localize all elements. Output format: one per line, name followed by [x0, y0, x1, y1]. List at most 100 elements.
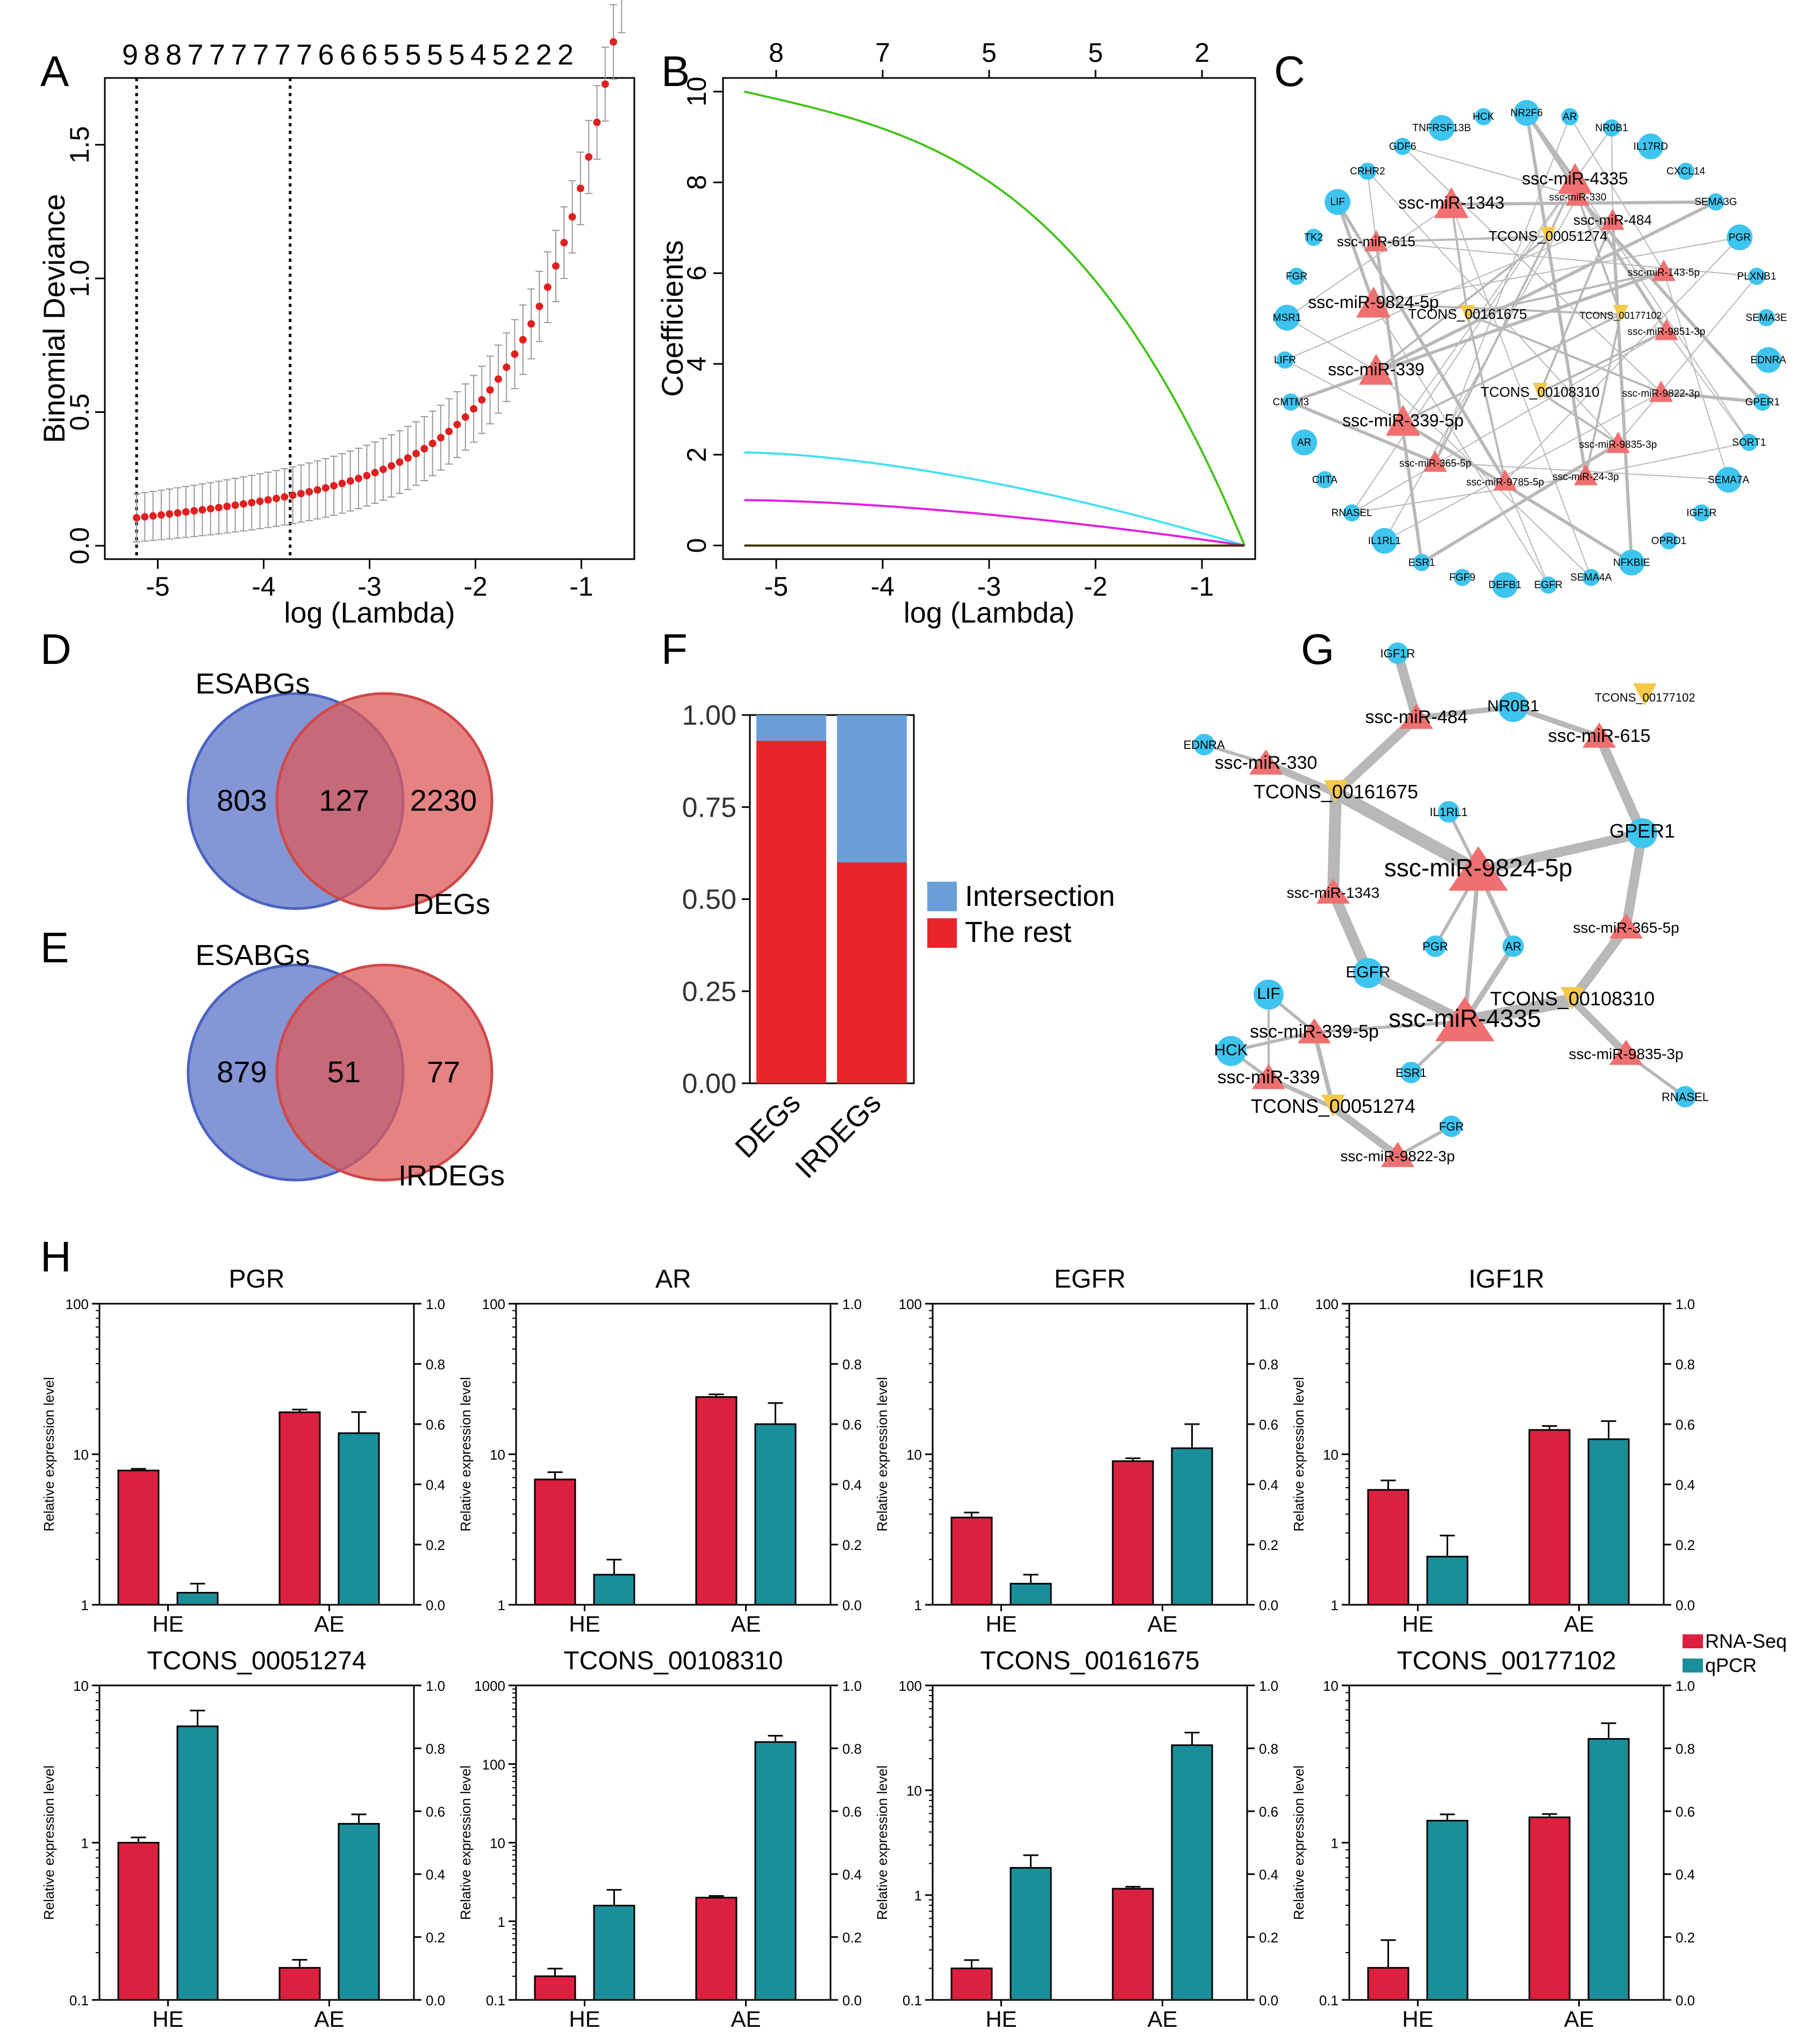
right-tick-label: 0.2: [1259, 1537, 1278, 1553]
gene-node: [1677, 162, 1695, 180]
rnaseq-bar: [950, 1967, 993, 2001]
network-edge: [1204, 743, 1266, 765]
gene-node: [1707, 193, 1724, 211]
node-label: ssc-miR-9822-3p: [1340, 1148, 1455, 1164]
x-category-label: HE: [1402, 1611, 1433, 1636]
deviance-point: [494, 375, 502, 383]
y-tick-label: 4: [682, 356, 712, 371]
plot-frame: [749, 714, 915, 1084]
mirna-node: [1574, 464, 1598, 485]
x-tick-label: -5: [146, 571, 169, 602]
mirna-node: [1652, 260, 1676, 281]
x-category-label: DEGs: [729, 1087, 806, 1164]
venn-left-count: 879: [217, 1055, 267, 1089]
deviance-point: [330, 482, 338, 490]
left-tick-label: 10: [73, 1678, 89, 1694]
right-tick-label: 0.0: [1676, 1992, 1695, 2009]
right-tick-label: 0.6: [1676, 1417, 1695, 1433]
network-edge: [1525, 112, 1587, 476]
deviance-point: [593, 118, 601, 126]
qpcr-bar: [176, 1725, 219, 2001]
deviance-point: [388, 462, 396, 470]
deviance-point: [256, 497, 264, 505]
left-tick-label: 0.1: [1319, 1992, 1339, 2009]
mirna-label: ssc-miR-365-5p: [1399, 458, 1471, 469]
qpcr-bar: [593, 1574, 635, 1606]
top-count-label: 7: [231, 39, 247, 71]
qpcr-bar: [338, 1823, 380, 2001]
y-tick-label: 6: [682, 266, 712, 281]
x-category-label: AE: [1147, 1611, 1177, 1636]
right-tick-label: 0.0: [842, 1992, 862, 2009]
x-category-label: HE: [1402, 2006, 1433, 2032]
lncrna-node: [1533, 383, 1548, 400]
deviance-point: [453, 420, 461, 428]
left-tick-label: 1: [498, 1597, 505, 1613]
left-tick-label: 1: [914, 1888, 922, 1904]
qpcr-bar: [593, 1905, 635, 2001]
network-edge: [1290, 401, 1436, 464]
left-tick-label: 0.1: [486, 1992, 505, 2009]
top-count-label: 6: [361, 39, 377, 71]
left-tick-label: 10: [906, 1447, 922, 1463]
deviance-point: [166, 510, 174, 518]
deviance-point: [297, 490, 305, 498]
gene-node: [1387, 642, 1408, 664]
right-tick-label: 0.6: [426, 1804, 445, 1820]
network-edge: [1336, 201, 1507, 482]
venn-right-label: IRDEGs: [398, 1160, 505, 1192]
right-tick-label: 1.0: [1676, 1678, 1695, 1694]
panel-letter-g: G: [1301, 625, 1334, 673]
gene-node: [1425, 935, 1446, 957]
top-count-label: 5: [448, 39, 464, 71]
deviance-point: [264, 496, 272, 504]
x-axis-label: log (Lambda): [904, 597, 1075, 629]
top-count-label: 8: [769, 38, 784, 68]
mirna-node: [1386, 405, 1420, 436]
gene-node: [1316, 471, 1334, 489]
gene-label: SEMA3G: [1694, 197, 1737, 208]
gene-node: [1660, 532, 1678, 549]
y-axis-label: Relative expression level: [457, 1766, 474, 1920]
network-edge: [1366, 171, 1377, 242]
top-count-label: 7: [274, 39, 290, 71]
lncrna-label: TCONS_00161675: [1408, 306, 1527, 322]
network-edge: [1393, 652, 1421, 719]
network-edge: [1351, 180, 1576, 513]
lncrna-node: [1460, 305, 1475, 322]
right-tick-label: 1.0: [842, 1678, 862, 1694]
mirna-node: [1423, 451, 1447, 472]
legend-swatch-rest: [927, 918, 957, 948]
deviance-point: [461, 413, 469, 421]
network-edge: [1351, 475, 1586, 514]
top-count-label: 7: [296, 39, 312, 71]
gene-node: [1438, 801, 1459, 823]
deviance-point: [576, 184, 584, 192]
mirna-label: ssc-miR-1343: [1398, 193, 1504, 212]
node-label: ssc-miR-9835-3p: [1569, 1046, 1683, 1062]
right-tick-label: 0.6: [842, 1417, 862, 1433]
left-tick-label: 100: [899, 1296, 922, 1312]
gene-label: SEMA7A: [1708, 474, 1749, 485]
network-edge: [1467, 270, 1664, 316]
network-edge: [1330, 1104, 1400, 1159]
right-tick-label: 0.2: [1676, 1537, 1695, 1553]
gene-node: [1400, 1062, 1422, 1083]
network-edge: [1611, 128, 1613, 221]
network-edge: [1463, 870, 1480, 1022]
network-edge: [1666, 330, 1750, 443]
gene-node: [1291, 429, 1318, 455]
gene-label: IL1RL1: [1368, 535, 1401, 547]
gene-label: IGF1R: [1686, 508, 1716, 519]
gene-node: [1727, 224, 1753, 251]
x-category-label: HE: [569, 1611, 600, 1636]
lncrna-label: TCONS_00177102: [1579, 310, 1662, 321]
deviance-point: [354, 474, 362, 482]
network-edge: [1512, 704, 1600, 739]
network-edge: [1332, 714, 1420, 797]
top-count-label: 5: [492, 39, 508, 71]
mirna-label: ssc-miR-9835-3p: [1579, 439, 1657, 451]
deviance-point: [215, 504, 223, 512]
gene-node: [1693, 504, 1710, 522]
